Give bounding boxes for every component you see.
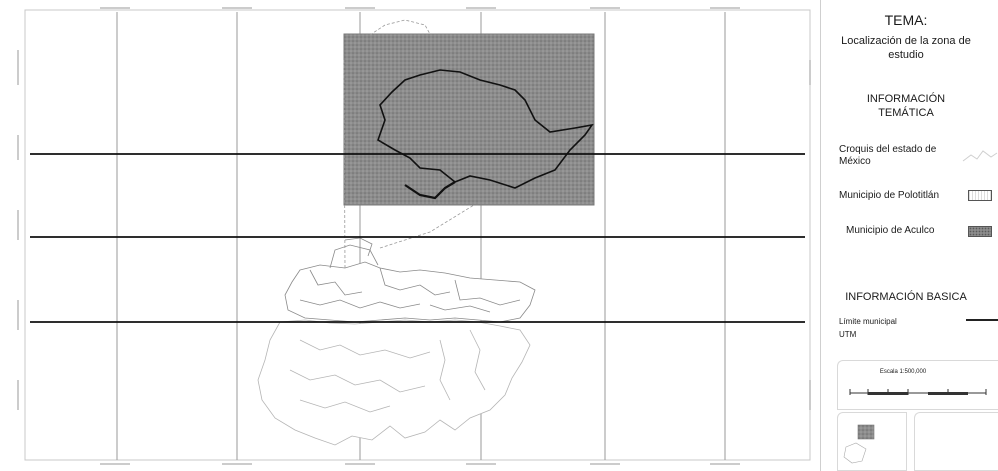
graticule-ticks	[17, 7, 811, 465]
line-swatch	[966, 319, 998, 321]
state-inset-frame	[343, 33, 595, 206]
tema-subtitle: Localización de la zona de estudio	[841, 35, 971, 61]
aculco-pattern-swatch	[968, 226, 992, 237]
utm-lines	[30, 153, 805, 323]
polotitlan-in-state	[404, 181, 456, 200]
aculco-municipality	[257, 319, 531, 446]
polotitlan-municipality	[284, 237, 536, 323]
tema-title: TEMA:	[884, 12, 928, 28]
map-canvas[interactable]	[0, 0, 820, 471]
legend-item-polotitlan-label: Municipio de Polotitlán	[839, 190, 940, 201]
scale-label: Escala 1:500,000	[879, 369, 927, 375]
map-neatline	[24, 9, 811, 461]
legend-panel: TEMA: Localización de la zona de estudio…	[820, 0, 998, 471]
info-basica-heading: INFORMACIÓN BASICA	[845, 291, 967, 303]
scale-bar	[849, 389, 987, 395]
locator-inset-country	[837, 412, 907, 471]
legend-item-aculco-label: Municipio de Aculco	[846, 225, 935, 236]
state-outline	[377, 69, 594, 189]
inset-leader-lines	[343, 19, 475, 271]
legend-item-utm-label: UTM	[839, 330, 857, 339]
map-frame	[0, 0, 820, 471]
legend-item-croquis-label: Croquis del estado de México	[839, 144, 937, 167]
state-outline-icon	[962, 150, 998, 162]
scale-box: Escala 1:500,000	[837, 360, 998, 410]
info-tematica-heading: INFORMACIÓN TEMÁTICA	[866, 93, 946, 119]
locator-inset-region	[914, 412, 998, 471]
polotitlan-pattern-swatch	[968, 190, 992, 201]
legend-item-limite-label: Límite municipal	[839, 317, 897, 326]
